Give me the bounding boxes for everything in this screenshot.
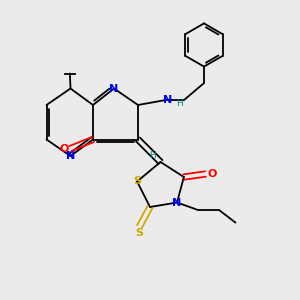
Text: N: N <box>66 151 75 161</box>
Text: N: N <box>172 197 182 208</box>
Text: N: N <box>164 94 172 105</box>
Text: H: H <box>149 151 155 160</box>
Text: N: N <box>110 83 118 94</box>
Text: O: O <box>59 143 69 154</box>
Text: S: S <box>136 228 143 238</box>
Text: O: O <box>207 169 217 179</box>
Text: H: H <box>176 99 183 108</box>
Text: S: S <box>133 176 141 187</box>
